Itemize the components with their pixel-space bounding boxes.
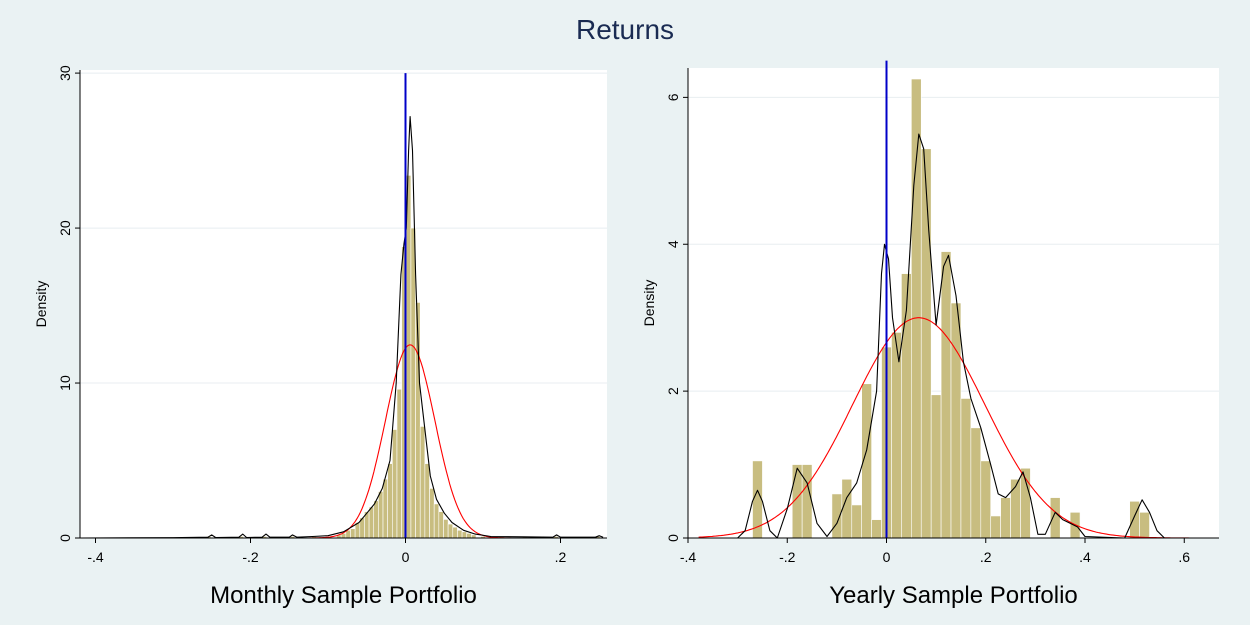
- yearly-kernel-curve: [717, 133, 1205, 539]
- monthly-x-tick-label: .2: [555, 549, 567, 565]
- yearly-bar: [990, 515, 1001, 539]
- yearly-panel: 0 2 4 6 -.4 -.2 0 .2 .4 .6 Density Yearly Sample Po…: [641, 60, 1219, 609]
- yearly-bar: [1139, 511, 1150, 539]
- yearly-bar: [891, 332, 902, 539]
- yearly-y-tick-label: 4: [665, 240, 681, 248]
- monthly-kernel-curve: [79, 115, 604, 539]
- yearly-bar: [1000, 497, 1011, 539]
- monthly-bar: [438, 511, 444, 539]
- monthly-bar: [452, 526, 458, 539]
- yearly-bar: [920, 148, 932, 539]
- monthly-bar: [433, 503, 440, 539]
- yearly-bar: [851, 504, 862, 539]
- yearly-bar: [940, 251, 952, 539]
- monthly-bar: [429, 488, 435, 539]
- monthly-bar: [410, 227, 416, 539]
- monthly-x-tick-label: -.4: [87, 549, 104, 565]
- yearly-bar: [831, 493, 843, 539]
- yearly-bar: [950, 302, 962, 539]
- yearly-x-tick-label: -.4: [680, 549, 697, 565]
- yearly-x-tick-label: 0: [883, 549, 891, 565]
- yearly-x-tick-label: .4: [1079, 549, 1091, 565]
- monthly-bar: [387, 463, 393, 539]
- monthly-bar: [443, 519, 449, 539]
- figure-title: Returns: [575, 14, 675, 45]
- yearly-x-tick-label: -.2: [779, 549, 796, 565]
- yearly-bar: [911, 78, 922, 539]
- monthly-x-axis-label: Monthly Sample Portfolio: [210, 582, 477, 609]
- yearly-bar: [871, 519, 882, 539]
- monthly-y-axis-label: Density: [33, 281, 49, 328]
- yearly-bar: [841, 478, 853, 539]
- yearly-bar: [960, 398, 972, 539]
- monthly-bar: [447, 523, 454, 539]
- monthly-bar: [419, 426, 426, 539]
- yearly-bar: [1049, 497, 1061, 539]
- yearly-y-tick-label: 6: [665, 93, 681, 101]
- yearly-y-axis-label: Density: [641, 280, 657, 327]
- yearly-bar: [1129, 500, 1140, 539]
- monthly-bar: [382, 478, 388, 539]
- monthly-x-tick-label: 0: [402, 549, 410, 565]
- monthly-bar: [373, 500, 379, 539]
- monthly-bar: [424, 463, 430, 539]
- monthly-panel: 0 10 20 30 -.4 -.2 0 .2 Density Monthly Sample Po…: [33, 65, 607, 609]
- monthly-y-tick-label: 30: [57, 65, 73, 81]
- monthly-y-tick-label: 0: [57, 534, 73, 542]
- monthly-x-tick-label: -.2: [242, 549, 259, 565]
- monthly-bar: [368, 506, 375, 539]
- yearly-normal-curve: [698, 317, 1209, 539]
- monthly-bar: [378, 491, 384, 539]
- yearly-x-tick-label: .6: [1178, 549, 1190, 565]
- yearly-bar: [1010, 478, 1021, 539]
- monthly-bar: [461, 531, 468, 539]
- yearly-bar: [970, 427, 982, 539]
- yearly-bar: [980, 460, 992, 539]
- yearly-bar: [930, 394, 942, 539]
- monthly-bar: [350, 528, 356, 539]
- monthly-plot-area: [80, 70, 607, 538]
- monthly-y-tick-label: 20: [57, 220, 73, 236]
- monthly-bar: [392, 429, 398, 539]
- yearly-y-tick-label: 2: [665, 387, 681, 395]
- monthly-bar: [466, 533, 472, 539]
- yearly-x-axis-label: Yearly Sample Portfolio: [829, 582, 1078, 609]
- yearly-y-tick-label: 0: [665, 534, 681, 542]
- monthly-y-tick-label: 10: [57, 375, 73, 391]
- monthly-bar: [405, 175, 412, 539]
- monthly-bar: [396, 388, 402, 539]
- yearly-x-tick-label: .2: [980, 549, 992, 565]
- yearly-bar: [801, 464, 813, 539]
- monthly-bar: [457, 529, 463, 539]
